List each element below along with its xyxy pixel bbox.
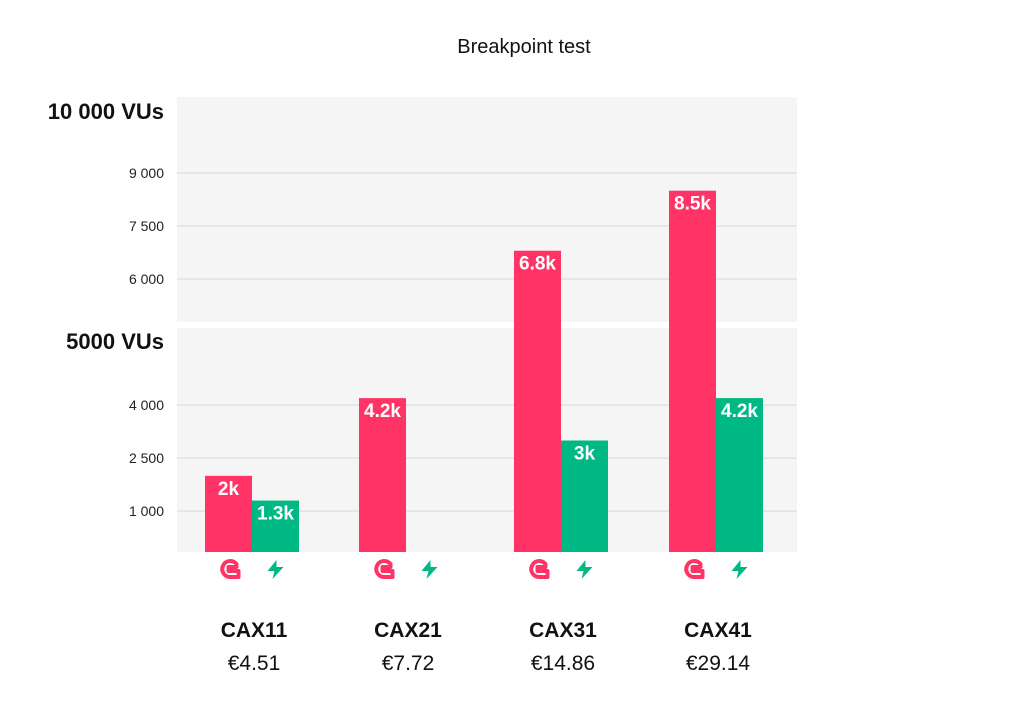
pink-c-logo-icon bbox=[374, 559, 395, 580]
panel-label: 5000 VUs bbox=[66, 329, 164, 354]
green-bolt-icon bbox=[267, 560, 284, 579]
bar-value-label: 8.5k bbox=[674, 194, 711, 215]
green-bolt-icon bbox=[731, 560, 748, 579]
bar bbox=[359, 398, 406, 552]
bar-value-label: 2k bbox=[218, 479, 240, 500]
bar-value-label: 4.2k bbox=[721, 401, 758, 422]
price-label: €29.14 bbox=[686, 652, 751, 675]
category-label: CAX31 bbox=[529, 619, 597, 642]
category-label: CAX21 bbox=[374, 619, 442, 642]
bar bbox=[561, 440, 608, 552]
price-label: €7.72 bbox=[382, 652, 435, 675]
bar-value-label: 6.8k bbox=[519, 254, 556, 275]
pink-c-logo-icon bbox=[684, 559, 705, 580]
bar-value-label: 1.3k bbox=[257, 504, 294, 525]
tick-label: 7 500 bbox=[129, 218, 164, 234]
pink-c-logo-icon bbox=[529, 559, 550, 580]
price-label: €4.51 bbox=[228, 652, 281, 675]
bar bbox=[205, 475, 252, 552]
tick-label: 4 000 bbox=[129, 397, 164, 413]
bar-value-label: 4.2k bbox=[364, 401, 401, 422]
bar bbox=[514, 250, 561, 552]
bar bbox=[252, 500, 299, 552]
chart-title: Breakpoint test bbox=[457, 36, 591, 58]
category-label: CAX11 bbox=[221, 619, 288, 642]
tick-label: 6 000 bbox=[129, 271, 164, 287]
tick-label: 1 000 bbox=[129, 503, 164, 519]
tick-label: 2 500 bbox=[129, 450, 164, 466]
price-label: €14.86 bbox=[531, 652, 595, 675]
bar-value-label: 3k bbox=[574, 444, 596, 465]
panel-label: 10 000 VUs bbox=[48, 99, 164, 124]
bar bbox=[716, 398, 763, 552]
bar bbox=[669, 190, 716, 553]
tick-label: 9 000 bbox=[129, 165, 164, 181]
green-bolt-icon bbox=[421, 560, 438, 579]
category-label: CAX41 bbox=[684, 619, 752, 642]
green-bolt-icon bbox=[576, 560, 593, 579]
pink-c-logo-icon bbox=[220, 559, 241, 580]
